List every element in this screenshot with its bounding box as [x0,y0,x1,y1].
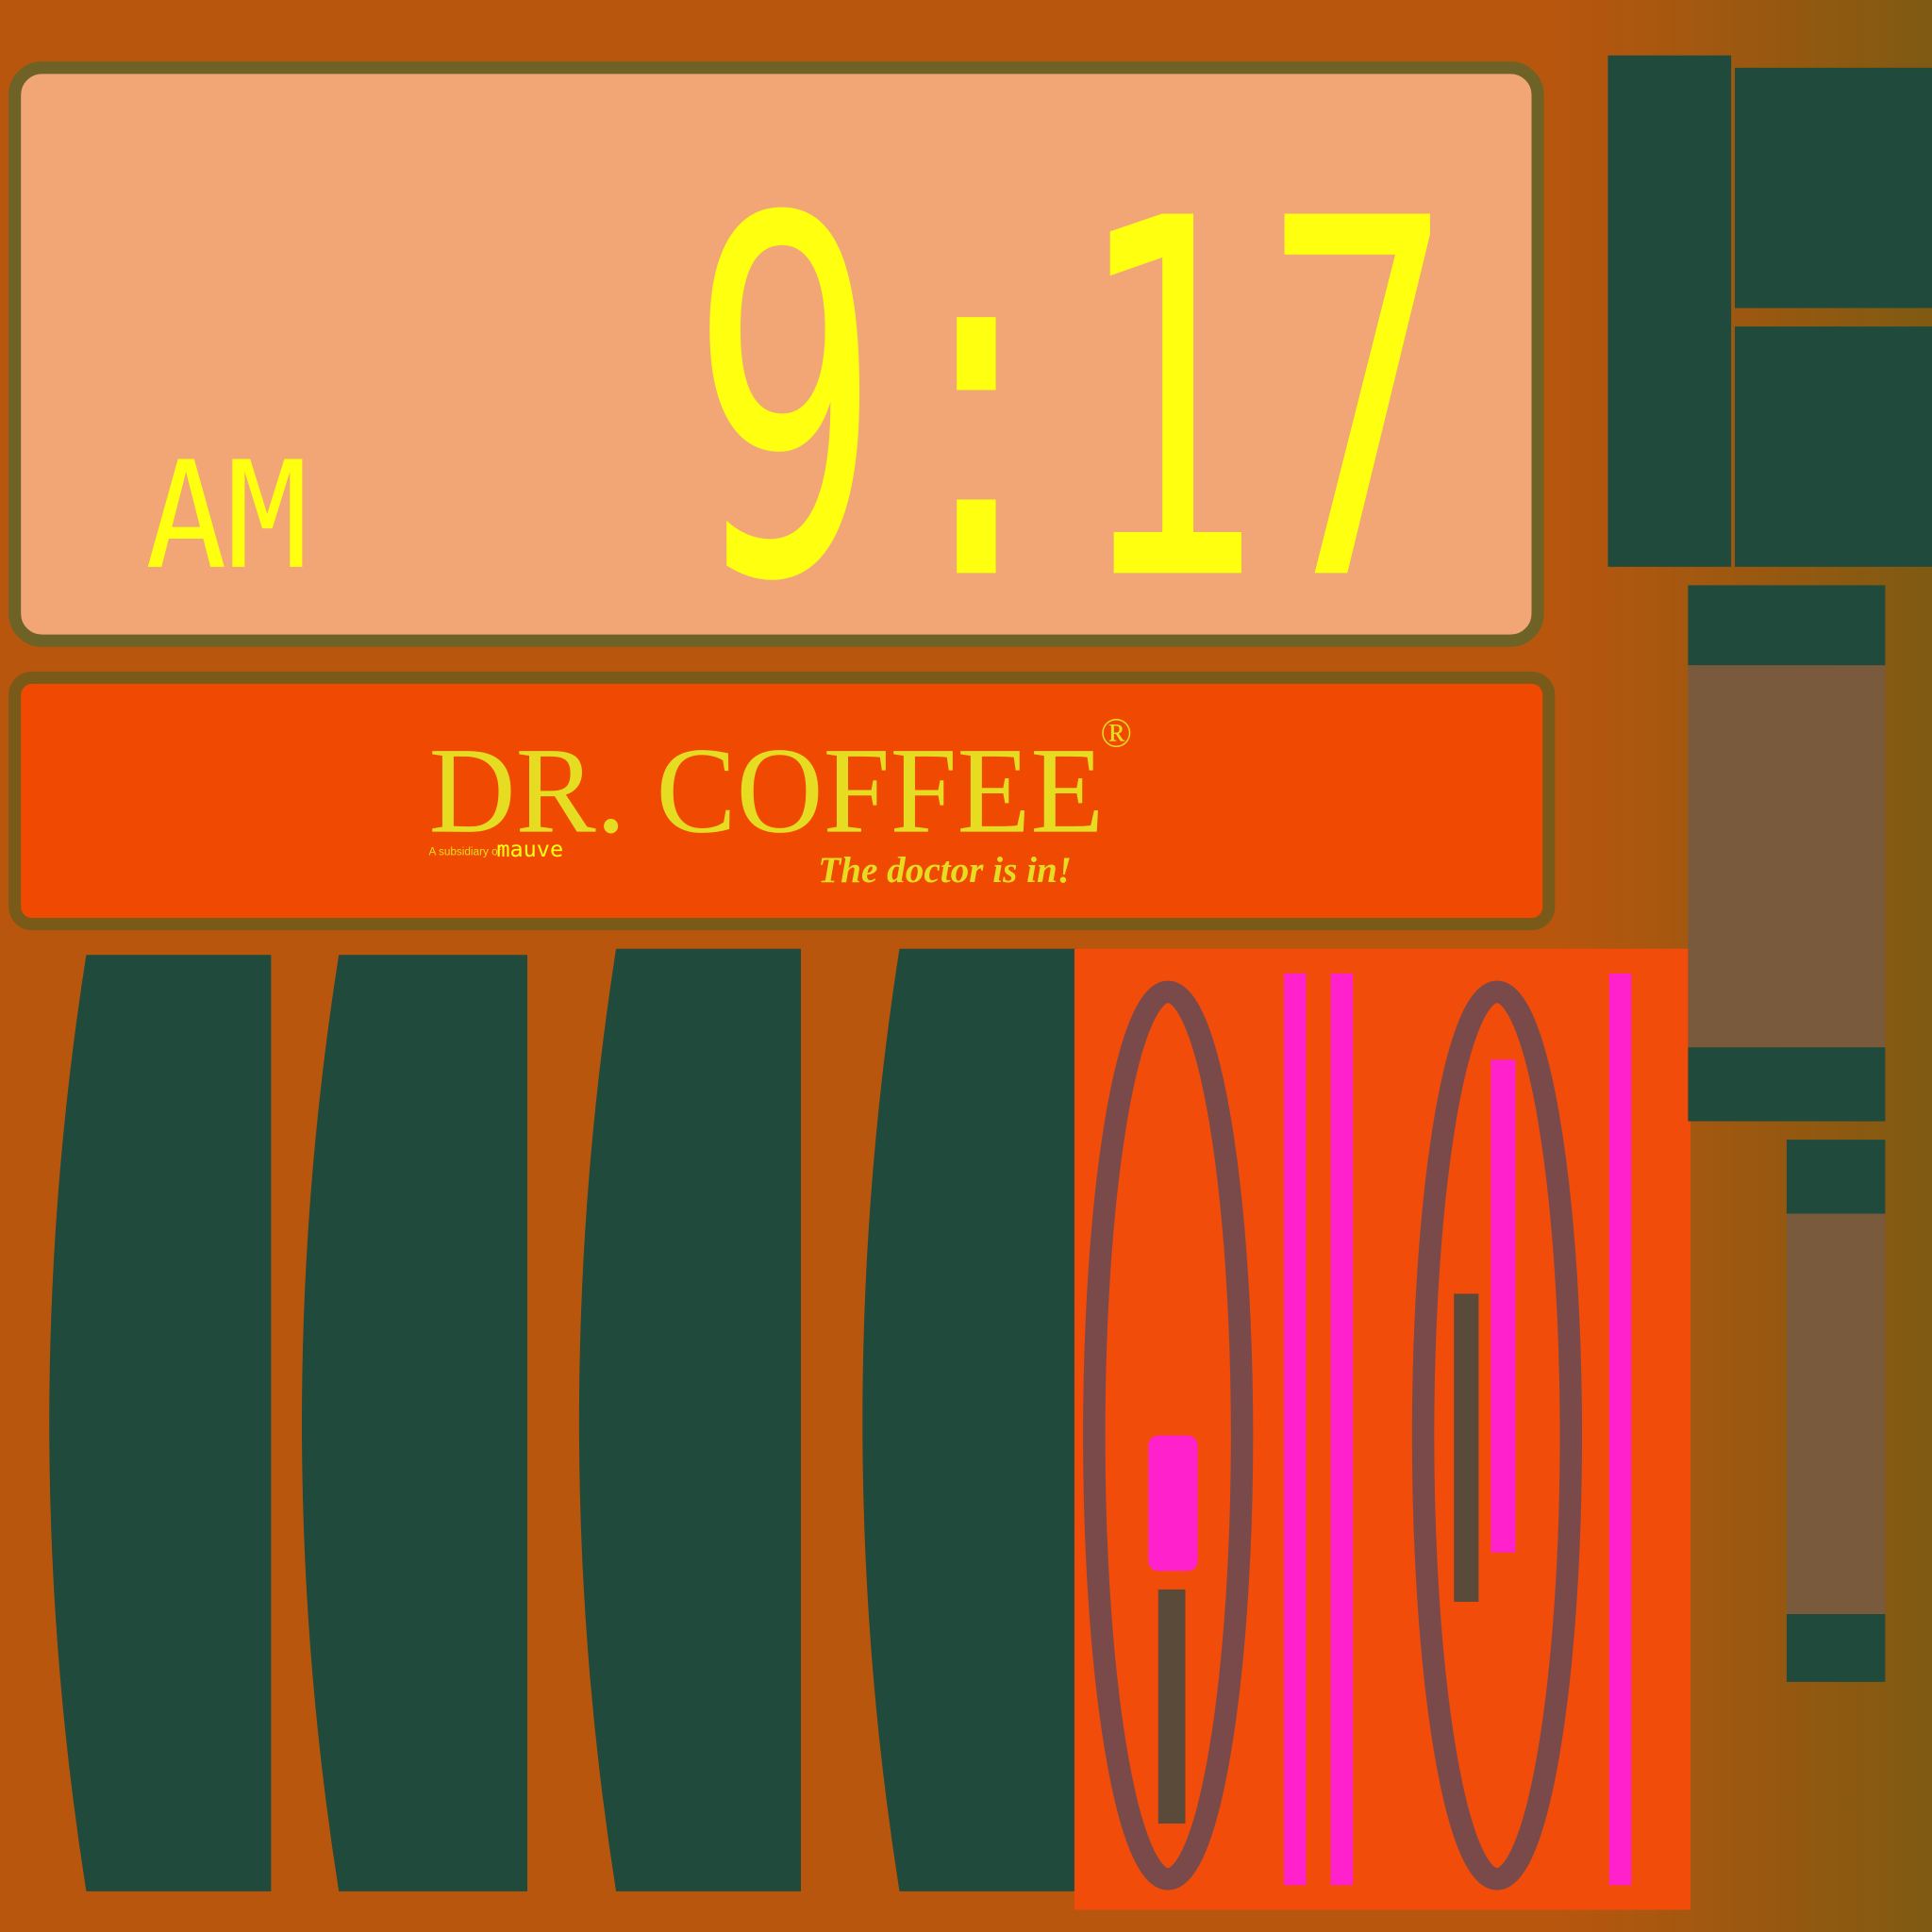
parent-name: mauve [496,836,563,862]
pink-bar [1608,973,1632,1886]
side-panel [1688,1047,1886,1122]
logo-bar [8,671,1556,931]
pink-bar [1283,973,1307,1886]
side-panel [1786,1140,1886,1214]
time-label: 9:17 [690,116,1454,690]
column [302,955,528,1891]
registered-mark: ® [1100,709,1132,757]
column [862,948,1078,1891]
side-panel [1786,1614,1886,1682]
knob-notch [1158,1589,1186,1824]
side-panels [1607,55,1932,1682]
knob-ring [1083,980,1254,1890]
tagline: The doctor is in! [818,850,1072,891]
column [49,955,272,1891]
pink-bar [1148,1435,1198,1572]
side-panel [1735,326,1932,567]
side-panel [1688,665,1886,1048]
knob-group [1074,948,1690,1910]
side-panel [1688,585,1886,666]
column [578,948,801,1891]
knob-notch [1454,1293,1479,1602]
side-panel [1786,1213,1886,1615]
knob-ring [1411,980,1583,1890]
brand-name: DR. COFFEE [429,724,1105,859]
display-panel [8,61,1544,647]
pink-bar [1330,973,1354,1886]
column-group [49,948,1078,1891]
subsidiary-label: A subsidiary of [429,845,502,858]
side-panel [1607,55,1732,567]
period-label: AM [145,430,308,602]
pink-bar [1491,1059,1516,1553]
side-panel [1735,67,1932,308]
